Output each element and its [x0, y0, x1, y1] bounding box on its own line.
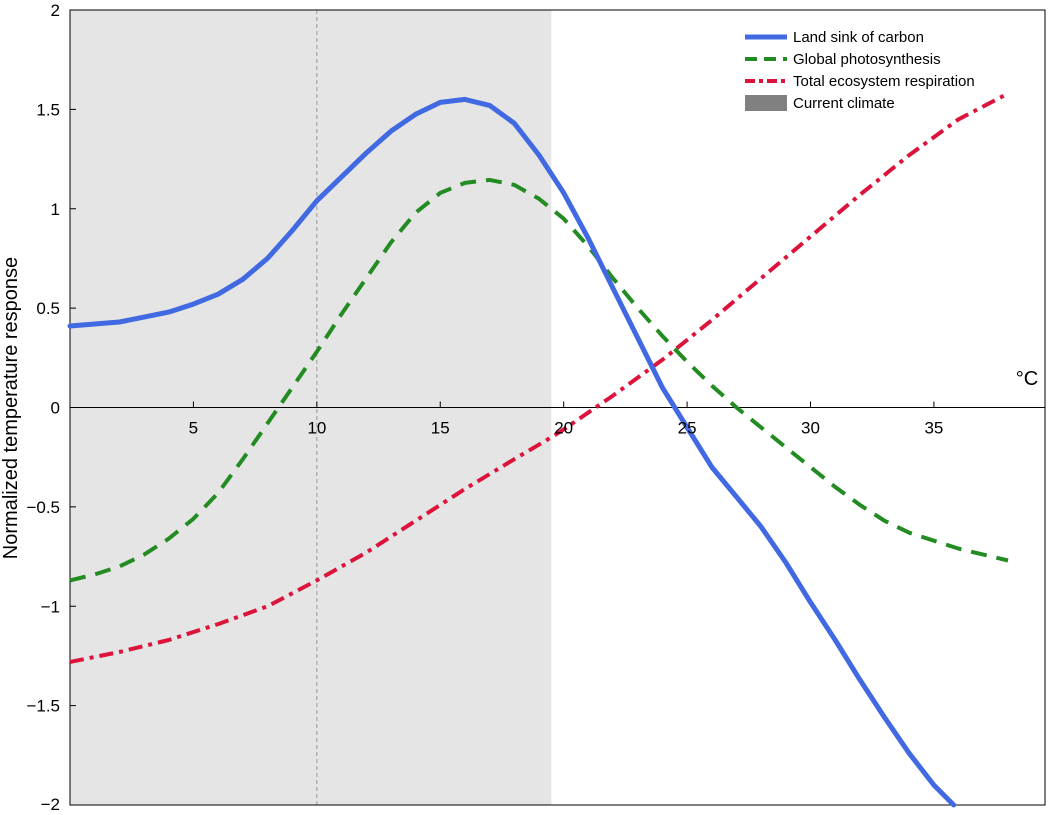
y-tick-label: 1.5 [36, 100, 60, 119]
y-tick-label: 2 [51, 1, 60, 20]
x-tick-label: 25 [678, 419, 697, 438]
tick-labels: 5 10 15 20 25 30 35 −2 −1.5 −1 −0.5 0 0.5 1 1.5 2 [26, 1, 943, 814]
total-ecosystem-respiration-line [69, 91, 1009, 664]
global-photosynthesis-line [69, 177, 1009, 583]
y-tick-label: 1 [51, 200, 60, 219]
legend: Land sink of carbon Global photosynthesis… [745, 29, 975, 112]
land-sink-of-carbon-line [67, 96, 957, 808]
legend-total-ecosystem-respiration-label: Total ecosystem respiration [793, 73, 975, 90]
y-tick-label: 0.5 [36, 299, 60, 318]
y-tick-label: −2 [41, 795, 60, 814]
y-tick-label: −1 [41, 597, 60, 616]
x-tick-label: 30 [801, 419, 820, 438]
y-axis-label: Normalized temperature response [0, 257, 22, 559]
legend-current-climate-swatch [745, 95, 787, 111]
y-tick-label: 0 [51, 399, 60, 418]
x-tick-label: 10 [307, 419, 326, 438]
legend-global-photosynthesis-label: Global photosynthesis [793, 51, 941, 68]
x-tick-label: 15 [431, 419, 450, 438]
legend-current-climate-label: Current climate [793, 95, 895, 112]
axes [69, 9, 1046, 806]
legend-land-sink-of-carbon-label: Land sink of carbon [793, 29, 924, 46]
x-tick-label: 5 [189, 419, 198, 438]
series-layer [67, 91, 1009, 808]
x-tick-label: 35 [924, 419, 943, 438]
y-tick-label: −1.5 [26, 697, 60, 716]
x-axis-unit-label: °C [1016, 368, 1038, 390]
x-tick-label: 20 [554, 419, 573, 438]
y-tick-label: −0.5 [26, 498, 60, 517]
